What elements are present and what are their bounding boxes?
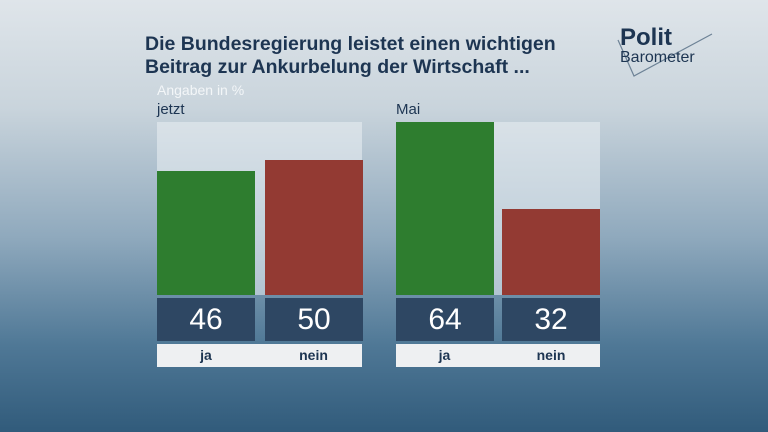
bar-nein (265, 159, 363, 295)
title-line-1: Die Bundesregierung leistet einen wichti… (145, 33, 556, 55)
chart-title: Die Bundesregierung leistet einen wichti… (145, 33, 556, 79)
chart-subtitle: Angaben in % (157, 82, 245, 98)
category-label: ja (438, 347, 451, 363)
category-label: ja (200, 347, 212, 363)
group-label-mai: Mai (396, 101, 421, 118)
politbarometer-logo: Polit Barometer (617, 24, 713, 77)
label-strip-jetzt: ja nein (157, 344, 362, 367)
checkmark-icon (617, 33, 713, 77)
group-label-jetzt: jetzt (157, 101, 185, 118)
bar-ja (157, 170, 255, 295)
label-strip-mai: ja nein (396, 344, 600, 367)
value-label: 46 (157, 298, 255, 341)
category-label: nein (536, 347, 566, 363)
bar-nein (502, 208, 600, 295)
value-label: 64 (396, 298, 494, 341)
bar-ja (396, 122, 494, 295)
value-label: 50 (265, 298, 363, 341)
category-label: nein (299, 347, 328, 363)
value-label: 32 (502, 298, 600, 341)
title-line-2: Beitrag zur Ankurbelung der Wirtschaft .… (145, 56, 530, 78)
logo-polit: Polit (620, 24, 672, 51)
logo-barometer: Barometer (620, 49, 695, 66)
